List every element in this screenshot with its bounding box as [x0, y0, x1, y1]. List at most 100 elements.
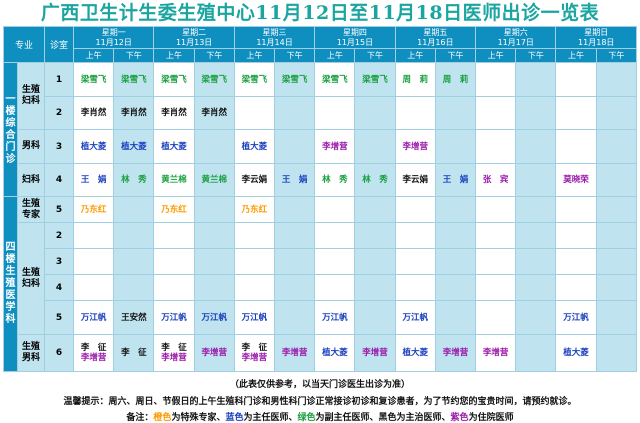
header-weekday: 星期日 — [584, 27, 609, 37]
reference-note: （此表仅供参考，以当天门诊医生出诊为准） — [229, 380, 410, 390]
room-number: 2 — [44, 222, 75, 249]
schedule-cell — [515, 163, 557, 197]
schedule-cell: 李肖然 — [73, 96, 115, 130]
doctor-name: 梁雪飞 — [121, 74, 147, 85]
schedule-cell — [274, 300, 316, 335]
page-title: 广西卫生计生委生殖中心11月12日至11月18日医师出诊一览表 — [40, 2, 600, 24]
schedule-cell: 王 娟 — [434, 163, 477, 197]
doctor-name: 梁雪飞 — [322, 74, 348, 85]
header-day-3: 星期三 11月14日 — [233, 26, 316, 49]
room-number: 4 — [44, 274, 75, 301]
schedule-cell — [274, 96, 316, 130]
doctor-name: 万江帆 — [402, 312, 428, 323]
schedule-cell — [153, 222, 195, 249]
schedule-cell: 李增营 — [193, 334, 235, 372]
group-floor1: 一楼综合门诊 — [3, 62, 18, 197]
header-weekday: 星期二 — [182, 27, 207, 37]
sub-andrology: 男科 — [16, 129, 46, 164]
doctor-name: 乃东红 — [80, 204, 107, 215]
schedule-cell — [434, 129, 477, 164]
sub-gynecology: 妇科 — [16, 163, 46, 197]
header-am-4: 上午 — [314, 48, 356, 63]
doctor-name: 李肖然 — [201, 108, 227, 118]
schedule-cell: 林 秀 — [314, 163, 356, 197]
doctor-name: 林 秀 — [121, 175, 147, 185]
schedule-cell: 李 征李增营 — [153, 334, 195, 372]
schedule-cell — [515, 248, 557, 275]
schedule-cell — [233, 274, 276, 301]
schedule-cell — [515, 334, 557, 372]
doctor-name: 李肖然 — [80, 108, 107, 118]
header-date: 11月12日 — [95, 37, 132, 47]
schedule-cell: 乃东红 — [153, 196, 195, 223]
header-pm-1: 下午 — [113, 48, 155, 63]
schedule-cell: 王安然 — [113, 300, 155, 335]
header-date: 11月18日 — [578, 37, 615, 47]
schedule-cell — [193, 274, 235, 301]
schedule-cell — [394, 248, 436, 275]
schedule-cell — [555, 62, 597, 97]
header-day-6: 星期六 11月17日 — [475, 26, 557, 49]
schedule-cell: 万江帆 — [193, 300, 235, 335]
schedule-cell: 梁雪飞 — [233, 62, 276, 97]
schedule-cell: 植大菱 — [73, 129, 115, 164]
legend-color-word: 蓝色 — [225, 413, 244, 423]
doctor-name: 李肖然 — [121, 108, 147, 118]
doctor-name: 万江帆 — [201, 312, 227, 323]
schedule-cell: 李云娟 — [394, 163, 436, 197]
schedule-row: 3 — [4, 248, 638, 275]
schedule-row: 一楼综合门诊 生殖妇科 1 梁雪飞 梁雪飞 梁雪飞 梁雪飞 梁雪飞 梁雪飞 梁雪飞 梁雪飞 周 莉 周 … — [3, 62, 638, 197]
schedule-cell: 植大菱 — [153, 129, 195, 164]
schedule-cell: 李增营 — [274, 334, 316, 372]
schedule-cell: 李增营 — [314, 129, 356, 164]
schedule-cell — [193, 196, 235, 223]
doctor-name: 李云娟 — [402, 175, 428, 185]
schedule-cell — [515, 274, 557, 301]
header-row-ampm: 上午 下午 上午 下午 上午 下午 上午 下午 上午 下午 上午 下午 上午 下午 — [4, 48, 638, 63]
schedule-cell — [515, 129, 557, 164]
group-floor4: 四楼生殖医学科 — [3, 196, 18, 372]
schedule-cell — [434, 222, 477, 249]
sub-reproductive-gyn-4f: 生殖妇科 — [16, 222, 46, 335]
schedule-cell — [555, 222, 597, 249]
schedule-cell — [314, 196, 356, 223]
schedule-cell — [73, 248, 115, 275]
schedule-cell: 李肖然 — [153, 96, 195, 130]
schedule-cell — [274, 129, 316, 164]
schedule-cell — [515, 196, 557, 223]
schedule-row: 5 万江帆 王安然 万江帆 万江帆 万江帆 万江帆 万江帆 万江帆 — [4, 300, 638, 335]
schedule-cell — [475, 300, 517, 335]
legend-description: 为住院医师 — [468, 413, 514, 423]
schedule-cell: 李增营 — [394, 129, 436, 164]
doctor-name: 梁雪飞 — [80, 74, 107, 85]
schedule-cell — [595, 196, 638, 223]
schedule-cell — [193, 129, 235, 164]
doctor-name: 李增营 — [402, 141, 428, 152]
doctor-name: 李增营 — [281, 348, 308, 358]
room-number: 1 — [44, 62, 75, 97]
schedule-cell — [73, 274, 115, 301]
schedule-cell — [394, 96, 436, 130]
header-weekday: 星期五 — [423, 27, 448, 37]
header-am-1: 上午 — [73, 48, 115, 63]
schedule-cell: 植大菱 — [233, 129, 276, 164]
sub-reproductive-andrology: 生殖男科 — [16, 334, 46, 372]
schedule-cell — [233, 96, 276, 130]
header-pm-5: 下午 — [434, 48, 477, 63]
legend-color-word: 紫色 — [450, 413, 469, 423]
schedule-cell: 林 秀 — [354, 163, 396, 197]
schedule-cell — [394, 274, 436, 301]
schedule-cell — [595, 222, 638, 249]
schedule-cell — [595, 163, 638, 197]
schedule-cell — [153, 274, 195, 301]
header-day-7: 星期日 11月18日 — [555, 26, 637, 49]
schedule-cell — [354, 248, 396, 275]
schedule-cell — [354, 196, 396, 223]
schedule-cell: 梁雪飞 — [314, 62, 356, 97]
header-date: 11月16日 — [417, 37, 454, 47]
doctor-name: 李增营 — [201, 348, 227, 358]
schedule-cell — [274, 222, 316, 249]
schedule-cell: 李云娟 — [233, 163, 276, 197]
schedule-cell — [595, 274, 638, 301]
schedule-cell — [555, 129, 597, 164]
